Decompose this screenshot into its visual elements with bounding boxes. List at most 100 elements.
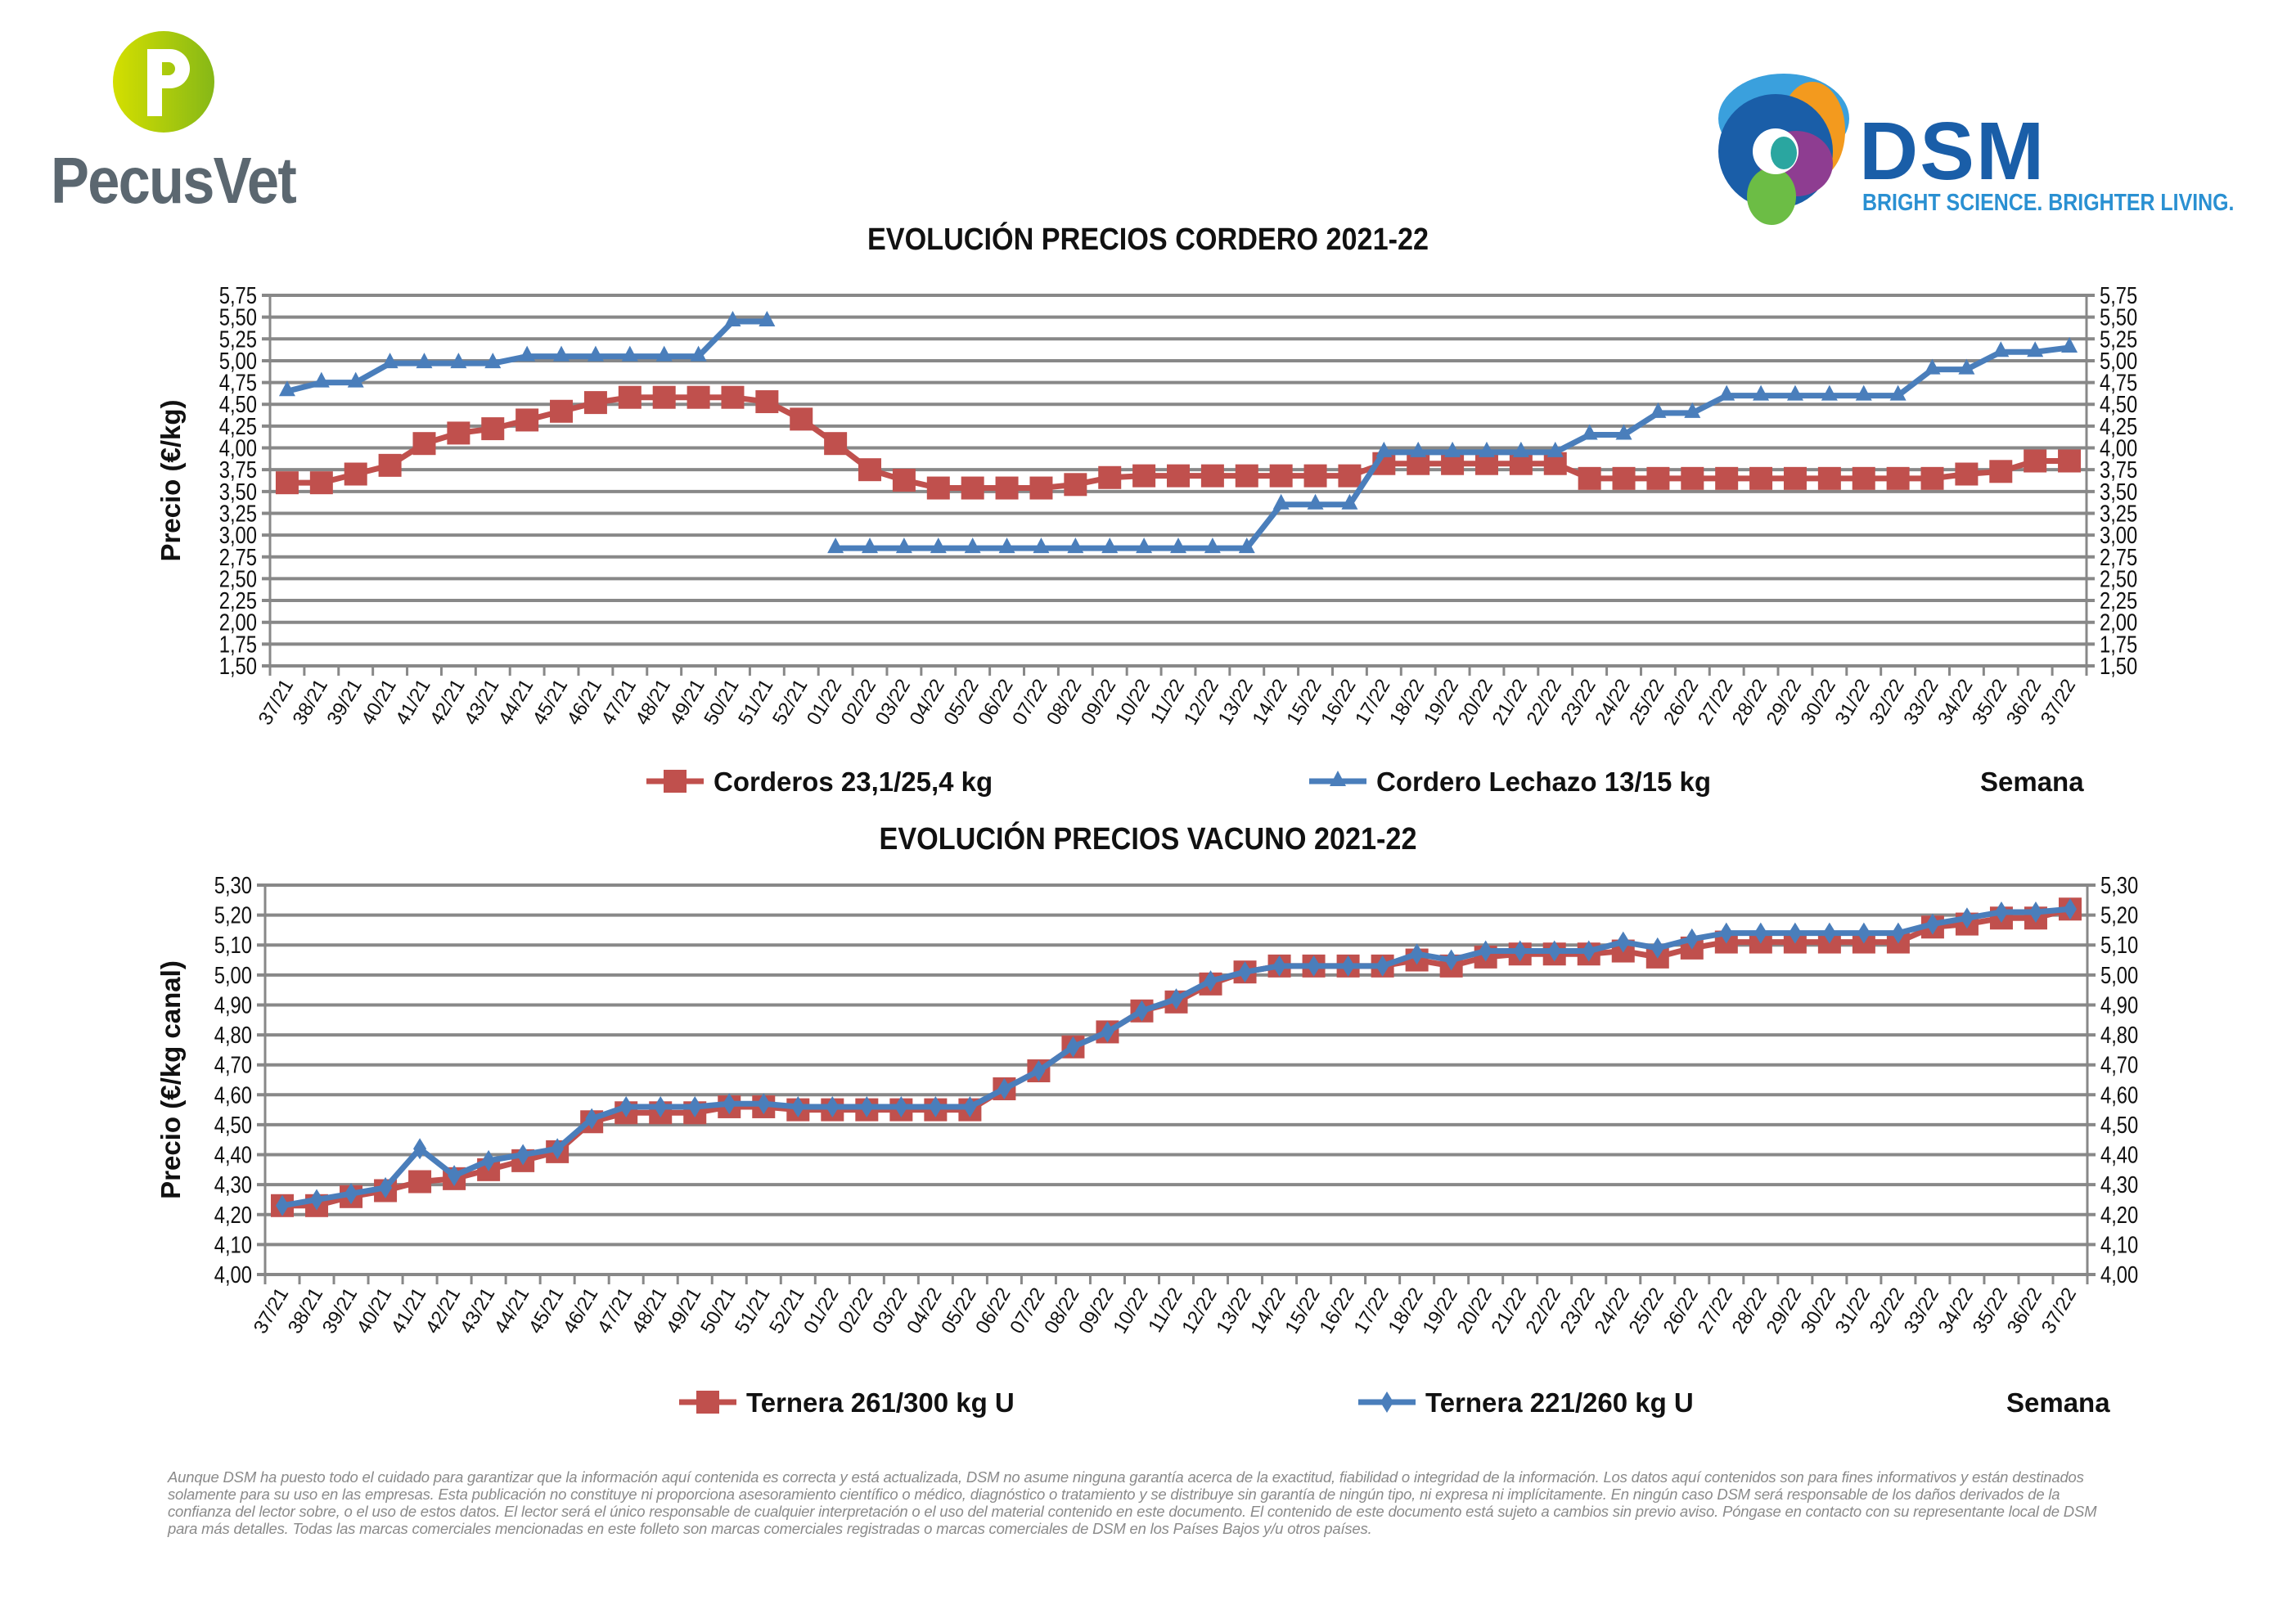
data-point (963, 1095, 977, 1117)
y-tick-label-left: 5,30 (214, 872, 252, 899)
chart-title-vacuno: EVOLUCIÓN PRECIOS VACUNO 2021-22 (879, 822, 1417, 856)
data-point (1307, 493, 1324, 510)
data-point (926, 476, 950, 500)
data-point (1478, 441, 1495, 457)
data-point (1582, 940, 1596, 962)
x-tick-label: 40/21 (357, 676, 400, 730)
x-tick-label: 38/21 (284, 1284, 327, 1338)
x-tick-label: 42/21 (421, 1284, 465, 1338)
data-point (757, 1093, 771, 1115)
data-point (379, 1176, 393, 1198)
data-point (1238, 537, 1255, 554)
legend-marker (1330, 771, 1346, 786)
data-point (755, 390, 779, 414)
disclaimer-text: Aunque DSM ha puesto todo el cuidado par… (168, 1468, 2097, 1537)
y-tick-label-left: 4,50 (214, 1112, 252, 1139)
x-tick-label: 35/22 (1968, 676, 2011, 730)
x-tick-label: 28/22 (1728, 676, 1772, 730)
x-tick-label: 10/22 (1111, 676, 1155, 730)
data-point (791, 1095, 805, 1117)
y-tick-label-left: 5,75 (219, 282, 257, 309)
data-point (1066, 1036, 1080, 1058)
data-point (1646, 466, 1670, 490)
data-point (721, 385, 745, 409)
y-tick-label-right: 4,70 (2100, 1051, 2138, 1078)
y-tick-label-right: 5,75 (2100, 282, 2137, 309)
data-point (1821, 384, 1838, 401)
data-point (1169, 988, 1183, 1010)
x-axis-title: Semana (2006, 1387, 2110, 1418)
x-tick-label: 41/21 (387, 1284, 430, 1338)
y-tick-label-right: 4,10 (2100, 1231, 2138, 1258)
data-point (1269, 464, 1293, 488)
y-tick-label-left: 2,75 (219, 544, 257, 571)
x-tick-label: 15/22 (1281, 1284, 1324, 1338)
data-point (759, 310, 776, 326)
y-tick-label-right: 5,30 (2100, 872, 2138, 899)
data-point (1857, 922, 1871, 944)
x-tick-label: 01/22 (803, 676, 846, 730)
data-point (585, 1108, 599, 1130)
y-tick-label-left: 1,50 (219, 653, 257, 680)
data-point (1955, 462, 1979, 486)
x-tick-label: 09/22 (1077, 676, 1120, 730)
data-point (344, 462, 367, 486)
legend-label: Corderos 23,1/25,4 kg (714, 767, 993, 797)
y-tick-label-left: 3,00 (219, 522, 257, 549)
data-point (1855, 384, 1872, 401)
y-tick-label-right: 1,50 (2100, 653, 2137, 680)
x-tick-label: 43/21 (460, 676, 503, 730)
dsm-logo-text: DSM (1859, 106, 2046, 197)
data-point (1783, 466, 1807, 490)
data-point (275, 471, 299, 495)
data-point (827, 537, 844, 554)
data-point (516, 1144, 530, 1166)
data-point (1200, 464, 1224, 488)
x-tick-label: 37/21 (254, 676, 298, 730)
x-tick-label: 16/22 (1317, 676, 1360, 730)
legend-label: Cordero Lechazo 13/15 kg (1376, 767, 1711, 797)
data-point (1132, 464, 1156, 488)
data-point (519, 345, 536, 362)
x-tick-label: 50/21 (700, 676, 743, 730)
data-point (515, 408, 539, 432)
data-point (550, 399, 574, 423)
data-point (1410, 943, 1424, 965)
y-tick-label-right: 3,25 (2100, 500, 2137, 527)
y-tick-label-right: 4,90 (2100, 991, 2138, 1018)
data-point (2061, 336, 2078, 353)
data-point (1170, 537, 1186, 554)
x-tick-label: 24/22 (1591, 676, 1634, 730)
data-point (1479, 940, 1492, 962)
y-tick-label-right: 5,25 (2100, 326, 2137, 353)
data-point (2027, 341, 2044, 357)
x-tick-label: 45/21 (529, 676, 572, 730)
y-tick-label-left: 5,00 (214, 962, 252, 989)
data-point (482, 1149, 496, 1171)
data-point (1989, 460, 2013, 483)
data-point (378, 453, 402, 477)
y-tick-label-left: 4,25 (219, 413, 257, 440)
data-point (1581, 424, 1598, 440)
x-tick-label: 07/22 (1008, 676, 1051, 730)
data-point (381, 353, 398, 369)
y-tick-label-right: 5,20 (2100, 901, 2138, 928)
y-tick-label-right: 4,60 (2100, 1081, 2138, 1108)
data-point (1238, 961, 1252, 983)
x-tick-label: 45/21 (524, 1284, 568, 1338)
y-tick-label-left: 5,00 (219, 348, 257, 375)
y-tick-label-right: 4,00 (2100, 434, 2137, 461)
data-point (587, 345, 604, 362)
data-point (1719, 922, 1733, 944)
x-tick-label: 22/22 (1523, 676, 1566, 730)
series-1 (278, 310, 2078, 554)
data-point (276, 1194, 290, 1216)
series-0 (275, 385, 2082, 500)
x-tick-label: 44/21 (494, 676, 538, 730)
y-tick-label-right: 2,25 (2100, 587, 2137, 614)
x-tick-label: 34/22 (1934, 676, 1977, 730)
data-point (997, 1077, 1011, 1099)
y-tick-label-left: 4,10 (214, 1231, 252, 1258)
x-tick-label: 34/22 (1934, 1284, 1978, 1338)
x-tick-label: 24/22 (1591, 1284, 1634, 1338)
